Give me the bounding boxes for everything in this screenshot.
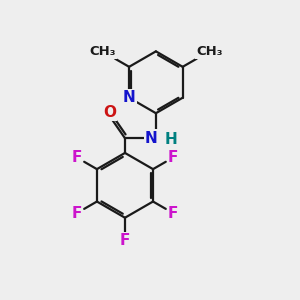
Text: F: F [72, 206, 82, 220]
Text: F: F [168, 150, 178, 165]
Text: CH₃: CH₃ [196, 45, 223, 58]
Text: N: N [145, 131, 158, 146]
Text: N: N [123, 90, 136, 105]
Text: CH₃: CH₃ [89, 45, 116, 58]
Text: F: F [72, 150, 82, 165]
Text: F: F [168, 206, 178, 220]
Text: F: F [120, 233, 130, 248]
Text: O: O [103, 105, 116, 120]
Text: H: H [164, 132, 177, 147]
